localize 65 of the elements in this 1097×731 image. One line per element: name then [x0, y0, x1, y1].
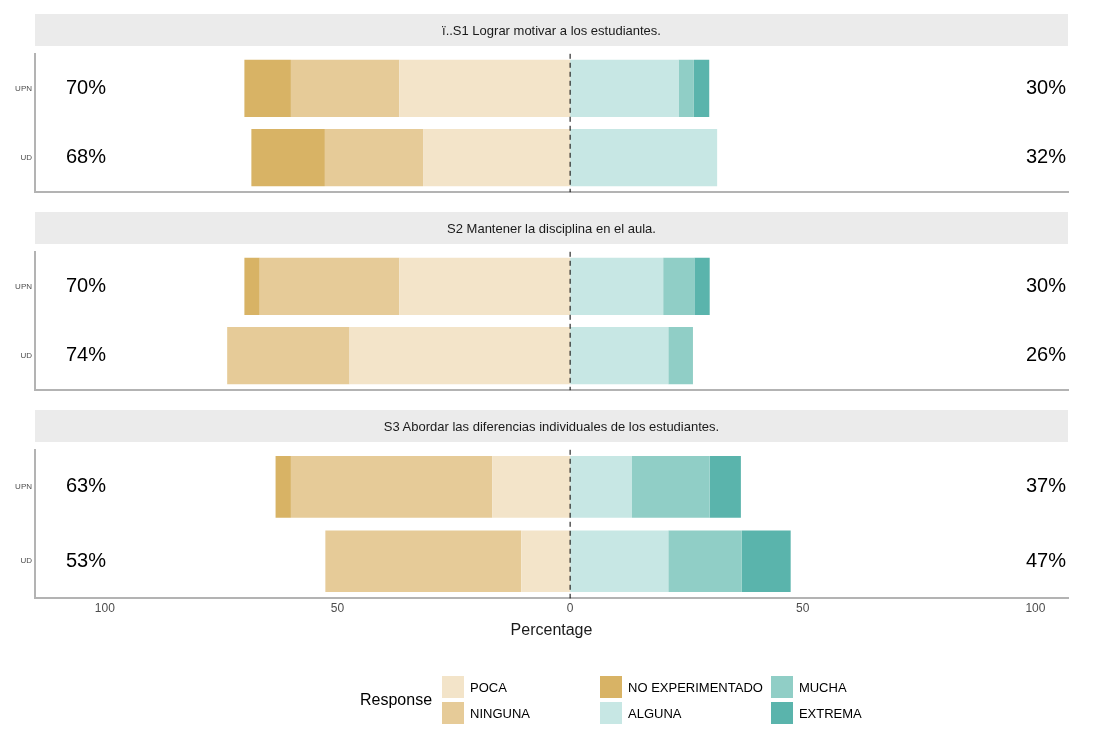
x-tick-label: 50 [330, 600, 345, 615]
bar [678, 59, 694, 118]
bar [570, 456, 632, 518]
bar [663, 257, 695, 316]
bar [570, 59, 679, 118]
bar [423, 128, 571, 187]
annotation: 37% [1025, 474, 1067, 497]
bar [244, 257, 260, 316]
x-tick-label: 0 [566, 600, 574, 615]
y-tick-label: UD [20, 350, 33, 360]
annotation: 30% [1025, 273, 1067, 296]
y-tick-label: UD [20, 152, 33, 162]
legend-label: NINGUNA [470, 705, 530, 721]
x-axis-title: Percentage [510, 620, 593, 638]
x-tick-label: 100 [94, 600, 116, 615]
bar [259, 257, 400, 316]
bar [632, 456, 710, 518]
bar [325, 530, 522, 593]
x-tick-label: 100 [1025, 600, 1046, 615]
bar [324, 128, 424, 187]
y-tick-label: UPN [15, 83, 33, 93]
legend-label: MUCHA [798, 679, 847, 695]
annotation: 30% [1025, 75, 1067, 98]
x-tick-label: 50 [796, 600, 810, 615]
annotation: 26% [1025, 343, 1067, 366]
chart-title: S3 Abordar las diferencias individuales de los estudiantes. [35, 410, 1068, 442]
legend-label: EXTREMA [798, 705, 862, 721]
bar [275, 456, 291, 518]
bar [244, 59, 291, 118]
bar [570, 128, 718, 187]
bar [570, 530, 669, 593]
y-tick-label: UPN [15, 281, 33, 291]
bar [349, 326, 571, 385]
bar [290, 59, 400, 118]
bar [521, 530, 571, 593]
bar [694, 257, 710, 316]
y-tick-label: UD [20, 556, 33, 566]
bar [570, 326, 669, 385]
bar [399, 257, 571, 316]
legend-label: ALGUNA [628, 705, 682, 721]
bar [693, 59, 710, 118]
bar [251, 128, 325, 187]
annotation: 74% [65, 343, 107, 366]
annotation: 70% [65, 75, 107, 98]
annotation: 63% [65, 474, 107, 497]
bar [492, 456, 571, 518]
bar [668, 326, 693, 385]
bar [399, 59, 571, 118]
bar [290, 456, 493, 518]
annotation: 68% [65, 145, 107, 168]
legend-title: Response [360, 691, 433, 709]
legend-label: NO EXPERIMENTADO [628, 679, 763, 695]
bar [709, 456, 741, 518]
legend-label: POCA [470, 679, 507, 695]
chart-title: ï..S1 Lograr motivar a los estudiantes. [35, 14, 1068, 46]
bar [668, 530, 742, 593]
y-tick-label: UPN [15, 482, 33, 492]
bar [741, 530, 791, 593]
bar [570, 257, 664, 316]
annotation: 47% [1025, 548, 1067, 571]
annotation: 32% [1025, 145, 1067, 168]
bar [227, 326, 350, 385]
annotation: 53% [65, 548, 107, 571]
annotation: 70% [65, 273, 107, 296]
chart-title: S2 Mantener la disciplina en el aula. [35, 212, 1068, 244]
